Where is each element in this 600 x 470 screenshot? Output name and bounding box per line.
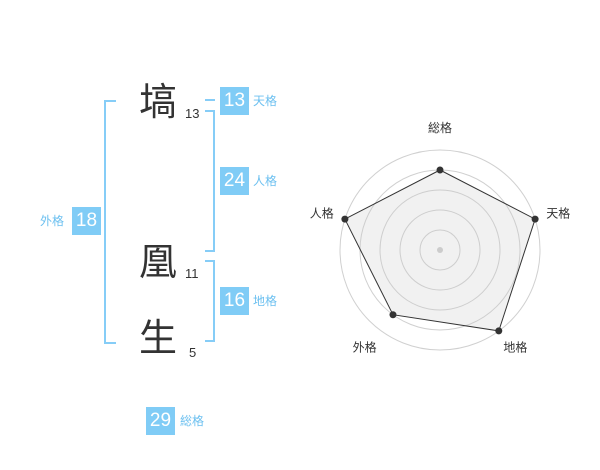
gaikaku-value: 18	[72, 207, 101, 235]
soukaku-value: 29	[146, 407, 175, 435]
name-char-2: 凰	[139, 240, 178, 284]
radar-point	[389, 311, 397, 319]
gaikaku-label: 外格	[40, 214, 65, 228]
stroke-count-2: 11	[185, 266, 199, 281]
radar-grid-ring	[339, 149, 541, 351]
radar-point	[341, 215, 349, 223]
radar-axis-label: 外格	[353, 339, 377, 354]
tenkaku-value: 13	[220, 87, 249, 115]
radar-center	[437, 247, 443, 253]
stroke-count-1: 13	[185, 106, 200, 121]
radar-point	[436, 166, 444, 174]
radar-point	[531, 215, 539, 223]
jinkaku-value: 24	[220, 167, 249, 195]
radar-point	[495, 327, 503, 335]
gaikaku-bracket	[104, 100, 116, 344]
radar-grid-ring	[399, 209, 481, 291]
chikaku-value: 16	[220, 287, 249, 315]
radar-grid-ring	[379, 189, 501, 311]
chikaku-label: 地格	[253, 294, 278, 308]
radar-axis-label: 天格	[546, 206, 570, 221]
radar-grid-ring	[419, 229, 461, 271]
chikaku-bracket	[205, 260, 215, 342]
radar-axis-label: 人格	[310, 206, 334, 221]
jinkaku-bracket	[205, 110, 215, 252]
radar-axis-label: 総格	[428, 120, 452, 135]
tenkaku-label: 天格	[253, 94, 278, 108]
stroke-count-3: 5	[189, 345, 197, 360]
name-char-1: 塙	[139, 80, 178, 124]
soukaku-label: 総格	[180, 414, 205, 428]
tenkaku-bracket	[205, 99, 215, 101]
radar-axis-label: 地格	[503, 339, 527, 354]
jinkaku-label: 人格	[253, 174, 278, 188]
name-char-3: 生	[139, 316, 178, 360]
